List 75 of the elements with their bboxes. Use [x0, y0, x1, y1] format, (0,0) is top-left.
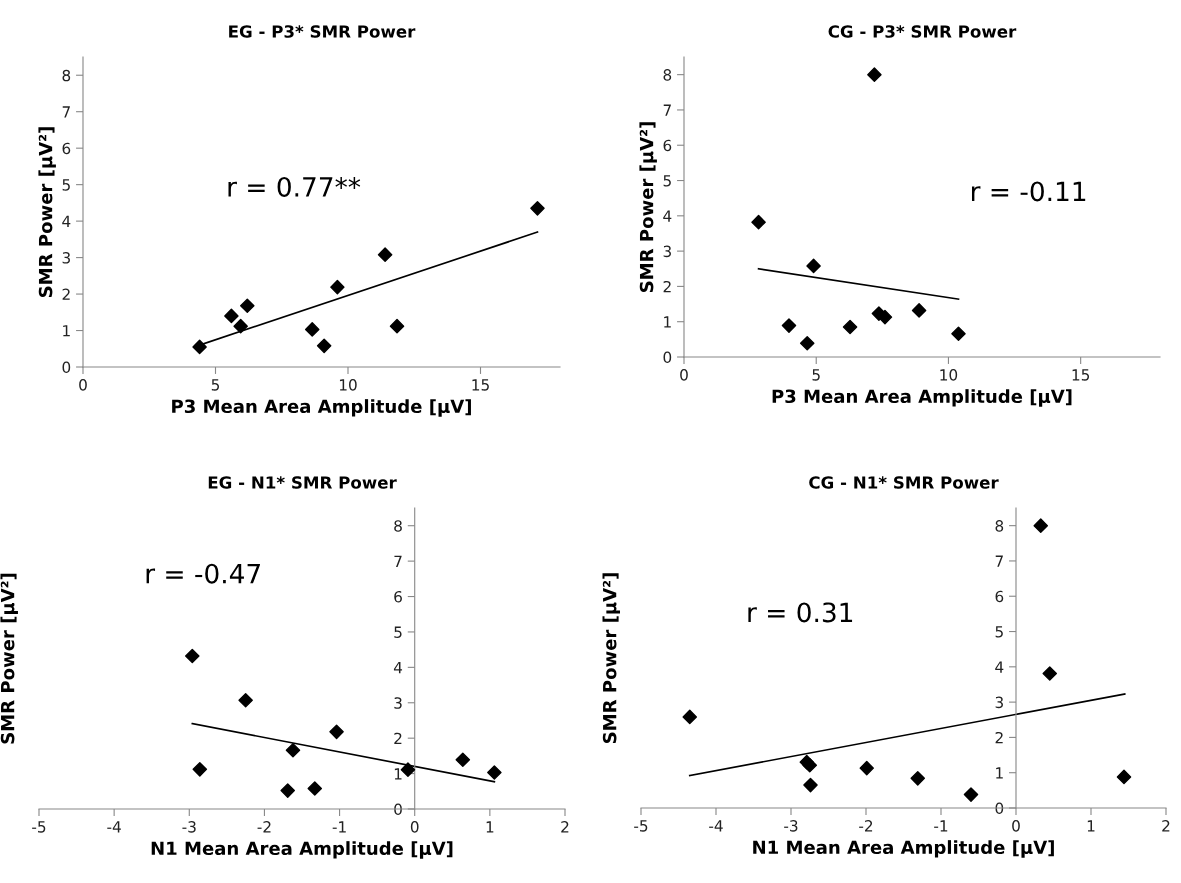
x-axis-title: P3 Mean Area Amplitude [µV] — [172, 399, 471, 417]
x-tick-label: -2 — [257, 821, 271, 833]
y-tick-label: 5 — [663, 175, 671, 187]
y-tick-label: 3 — [394, 697, 402, 709]
x-tick-label: -4 — [709, 820, 723, 832]
x-tick-label: 0 — [1012, 820, 1020, 832]
annotation: r = 0.31 — [748, 602, 853, 623]
y-tick-label: 1 — [664, 316, 671, 328]
x-tick-label: 5 — [812, 369, 820, 381]
y-tick-label: 8 — [995, 520, 1004, 532]
annotation: r = -0.47 — [146, 563, 260, 584]
x-tick-label: 10 — [339, 379, 357, 391]
chart-title: CG - P3* SMR Power — [828, 25, 1017, 38]
x-tick-label: -1 — [332, 821, 346, 833]
x-tick-label: 0 — [410, 821, 419, 833]
y-tick-label: 4 — [663, 210, 672, 222]
y-tick-label: 1 — [63, 325, 70, 337]
chart-title: EG - N1* SMR Power — [208, 476, 397, 489]
x-axis-title: P3 Mean Area Amplitude [µV] — [772, 389, 1072, 407]
annotation: r = -0.11 — [972, 181, 1086, 202]
chart-title: CG - N1* SMR Power — [809, 476, 999, 489]
y-tick-label: 4 — [995, 661, 1004, 673]
y-tick-label: 2 — [663, 280, 671, 293]
y-tick-label: 7 — [663, 104, 671, 116]
y-axis-title: SMR Power [µV²] — [0, 573, 18, 744]
y-tick-label: 3 — [663, 245, 671, 258]
x-tick-label: -2 — [859, 820, 873, 832]
x-tick-label: 0 — [79, 379, 87, 391]
y-tick-label: 8 — [62, 69, 71, 82]
y-tick-label: 4 — [62, 215, 71, 227]
x-axis-title: N1 Mean Area Amplitude [µV] — [151, 841, 453, 859]
x-tick-label: 2 — [561, 821, 569, 833]
y-tick-label: 8 — [394, 520, 402, 532]
y-tick-label: 6 — [995, 590, 1004, 603]
x-tick-label: 15 — [1072, 369, 1090, 381]
y-tick-label: 6 — [394, 590, 402, 603]
x-tick-label: 5 — [211, 379, 220, 391]
y-tick-label: 6 — [62, 142, 71, 155]
y-tick-label: 0 — [663, 351, 672, 364]
y-tick-label: 2 — [995, 731, 1003, 744]
y-tick-label: 1 — [996, 767, 1003, 779]
y-axis-title: SMR Power [µV²] — [639, 122, 657, 292]
chart-title: EG - P3* SMR Power — [229, 25, 416, 38]
y-tick-label: 4 — [393, 662, 403, 674]
x-tick-label: -3 — [784, 820, 798, 832]
x-tick-label: -5 — [634, 820, 648, 832]
x-tick-label: 0 — [680, 369, 688, 381]
y-tick-label: 8 — [663, 69, 672, 81]
y-tick-label: 0 — [394, 803, 402, 816]
x-tick-label: 15 — [472, 379, 489, 391]
y-tick-label: 5 — [394, 626, 402, 638]
y-tick-label: 7 — [394, 555, 402, 567]
y-tick-label: 2 — [394, 732, 402, 744]
x-tick-label: 10 — [940, 369, 958, 381]
x-axis-title: N1 Mean Area Amplitude [µV] — [753, 840, 1054, 858]
y-tick-label: 5 — [62, 179, 70, 191]
x-tick-label: -3 — [182, 821, 196, 833]
y-tick-label: 3 — [62, 252, 70, 264]
y-tick-label: 0 — [995, 802, 1004, 815]
x-tick-label: 1 — [486, 821, 494, 833]
y-tick-label: 2 — [62, 288, 70, 300]
y-tick-label: 6 — [663, 139, 672, 152]
x-tick-label: -4 — [107, 821, 121, 833]
annotation: r = 0.77** — [228, 176, 361, 197]
x-tick-label: -5 — [32, 821, 46, 833]
x-tick-label: -1 — [934, 820, 948, 832]
x-tick-label: 1 — [1087, 820, 1095, 832]
y-tick-label: 1 — [394, 768, 402, 780]
y-tick-label: 3 — [995, 696, 1003, 709]
y-axis-title: SMR Power [µV²] — [602, 573, 620, 743]
y-tick-label: 7 — [995, 555, 1003, 567]
y-tick-label: 7 — [62, 106, 70, 118]
x-tick-label: 2 — [1162, 820, 1170, 832]
y-axis-title: SMR Power [µV²] — [38, 127, 56, 297]
y-tick-label: 5 — [995, 626, 1003, 638]
